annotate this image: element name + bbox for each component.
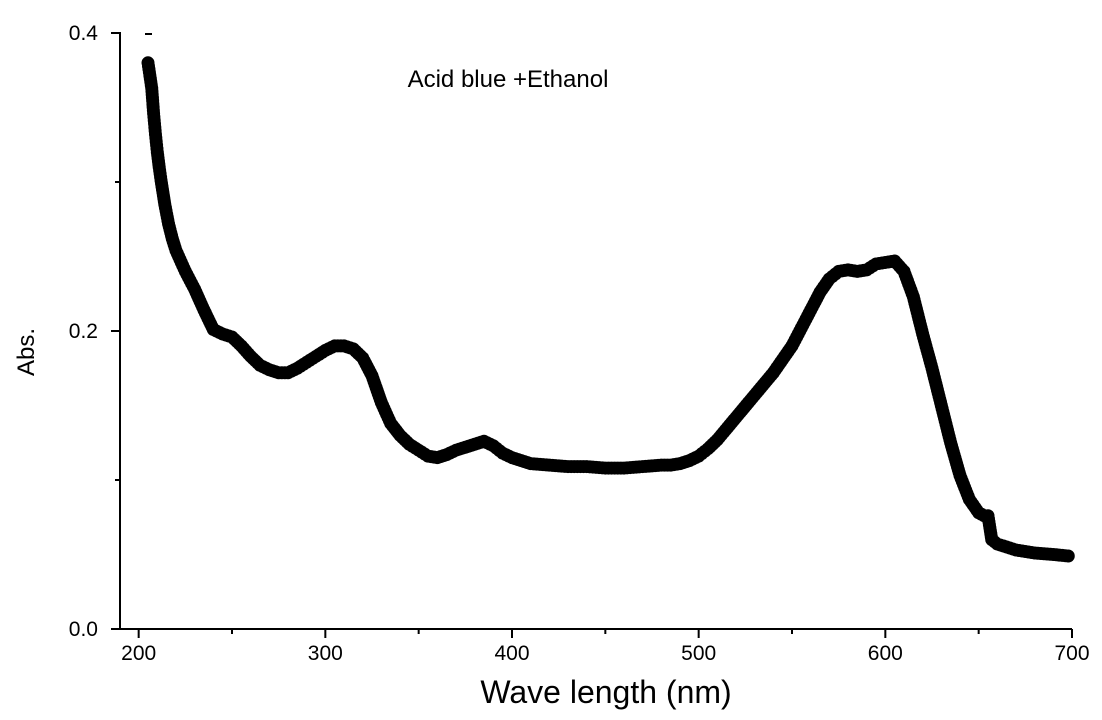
chart-annotation: Acid blue +Ethanol	[408, 66, 609, 93]
axes	[111, 32, 1073, 638]
y-tick-label: 0.0	[69, 618, 98, 641]
x-tick-label: 400	[494, 642, 529, 665]
x-axis-title: Wave length (nm)	[480, 674, 731, 710]
y-axis-title: Abs.	[13, 328, 40, 376]
x-tick-label: 500	[681, 642, 716, 665]
x-tick-label: 600	[868, 642, 903, 665]
x-tick-label: 300	[308, 642, 343, 665]
y-tick-label: 0.2	[69, 320, 98, 343]
x-tick-label: 200	[121, 642, 156, 665]
data-point	[1061, 549, 1075, 563]
x-tick-label: 700	[1054, 642, 1089, 665]
labels: 200 300 400 500 600 700 0.0 0.2 0.4 Wave length (…	[13, 22, 1090, 710]
plot-area	[141, 33, 1075, 563]
y-tick-label: 0.4	[69, 22, 99, 45]
